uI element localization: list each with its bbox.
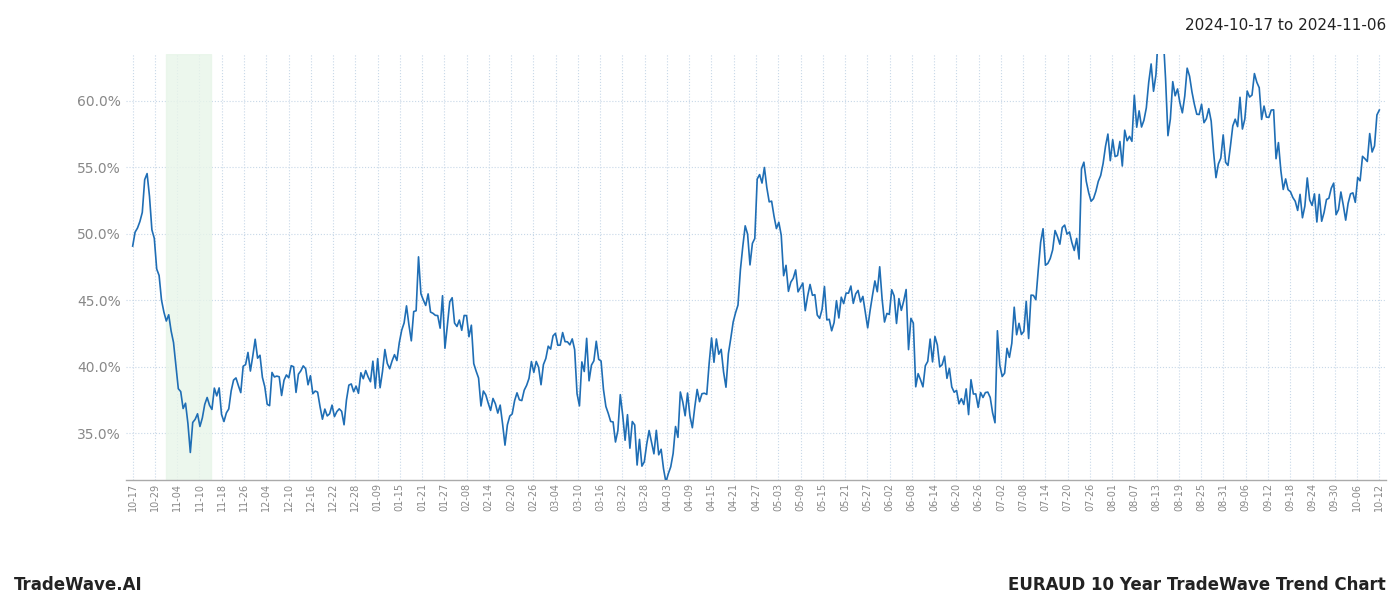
Text: TradeWave.AI: TradeWave.AI [14, 576, 143, 594]
Bar [167, 54, 210, 480]
Text: 2024-10-17 to 2024-11-06: 2024-10-17 to 2024-11-06 [1184, 18, 1386, 33]
Text: EURAUD 10 Year TradeWave Trend Chart: EURAUD 10 Year TradeWave Trend Chart [1008, 576, 1386, 594]
